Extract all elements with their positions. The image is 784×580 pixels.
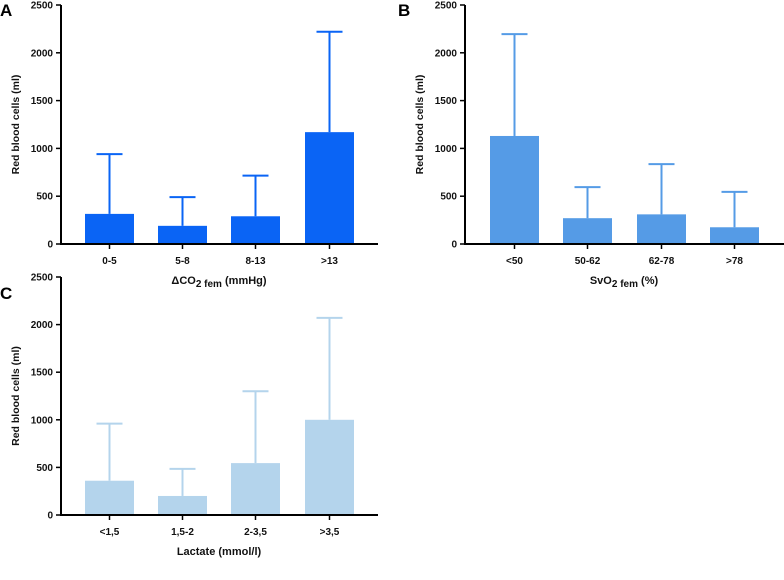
y-tick-label: 1000 [31, 144, 54, 155]
x-tick-label: >13 [321, 256, 338, 267]
x-tick-label: >3,5 [320, 527, 340, 538]
y-tick-label: 500 [36, 463, 53, 474]
y-tick-label: 1500 [31, 96, 54, 107]
bar [305, 419, 354, 515]
bar [231, 463, 280, 515]
x-tick-label: <1,5 [100, 527, 120, 538]
x-tick-label: 5-8 [175, 256, 190, 267]
x-tick-label: 50-62 [575, 256, 601, 267]
bar [231, 216, 280, 244]
x-tick-label: >78 [726, 256, 743, 267]
x-axis-title-main: Lactate (mmol/l) [177, 546, 262, 558]
y-tick-label: 2000 [435, 48, 458, 59]
y-tick-label: 1000 [435, 144, 458, 155]
y-axis-title: Red blood cells (ml) [10, 75, 22, 175]
y-tick-label: 2500 [31, 1, 54, 12]
bar [305, 132, 354, 244]
bar [637, 214, 686, 244]
y-tick-label: 1500 [435, 96, 458, 107]
y-axis-title: Red blood cells (ml) [10, 346, 22, 446]
panel-b: B <50 50-62 62-78 >78 0 500 1000 1500 2000 2500 Red… [398, 1, 784, 290]
y-tick-label: 1500 [31, 368, 54, 379]
x-tick-label: 62-78 [649, 256, 675, 267]
x-axis-title-subscript: 2 fem [196, 279, 222, 290]
bar [158, 225, 207, 244]
panel-a: A 0-5 5-8 8-13 >13 0 500 1000 1500 2000 2500 Red bl… [0, 1, 378, 290]
y-tick-label: 1000 [31, 415, 54, 426]
y-tick-label: 2500 [31, 273, 54, 284]
x-axis-title: SvO2 fem (%) [590, 275, 659, 290]
x-axis-title: Lactate (mmol/l) [177, 546, 262, 558]
bar [490, 135, 539, 244]
panel-label: C [0, 284, 12, 303]
x-axis-title-main: SvO [590, 275, 612, 287]
y-tick-label: 500 [36, 192, 53, 203]
x-tick-label: <50 [506, 256, 523, 267]
y-tick-label: 2500 [435, 1, 458, 12]
bar [563, 218, 612, 244]
y-tick-label: 2000 [31, 320, 54, 331]
y-tick-label: 0 [451, 240, 457, 251]
x-tick-label: 1,5-2 [171, 527, 194, 538]
x-axis-title-unit: (%) [638, 275, 659, 287]
bar [710, 227, 759, 244]
x-tick-label: 2-3,5 [244, 527, 267, 538]
y-axis-title: Red blood cells (ml) [414, 75, 426, 175]
x-tick-label: 0-5 [102, 256, 117, 267]
y-tick-label: 0 [47, 511, 53, 522]
bar [85, 480, 134, 515]
x-axis-title-subscript: 2 fem [612, 279, 638, 290]
panel-c: C <1,5 1,5-2 2-3,5 >3,5 0 500 1000 1500 2000 2500 R… [0, 273, 378, 558]
y-tick-label: 2000 [31, 48, 54, 59]
bar [158, 495, 207, 515]
panel-label: B [398, 1, 410, 20]
y-tick-label: 500 [440, 192, 457, 203]
y-tick-label: 0 [47, 240, 53, 251]
x-axis-title-unit: (mmHg) [222, 275, 267, 287]
bar [85, 213, 134, 244]
x-axis-title-main: ΔCO [171, 275, 196, 287]
panel-label: A [0, 1, 12, 20]
x-axis-title: ΔCO2 fem (mmHg) [171, 275, 266, 290]
x-tick-label: 8-13 [245, 256, 265, 267]
